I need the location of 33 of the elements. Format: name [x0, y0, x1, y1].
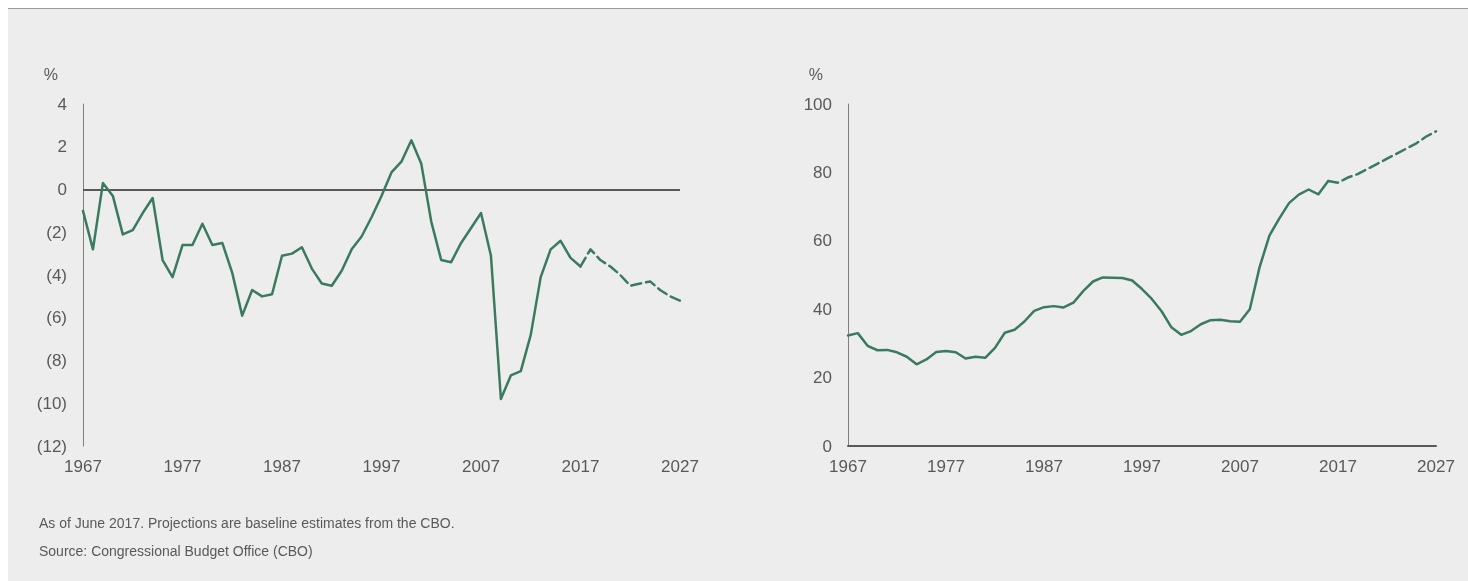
x-tick-label: 1977	[927, 457, 965, 476]
x-tick-label: 1967	[64, 457, 102, 476]
x-tick-label: 2017	[561, 457, 600, 476]
y-tick-label: 100	[803, 94, 832, 114]
y-tick-label: 60	[813, 231, 832, 251]
x-tick-label: 1997	[1123, 457, 1161, 476]
y-tick-label: 4	[57, 94, 67, 114]
text: As of June 2017. Projections are baseline estimates from the CBO.	[39, 514, 455, 533]
y-tick-label: (12)	[36, 436, 67, 456]
x-tick-label: 2027	[661, 457, 699, 476]
y-tick-label: (6)	[46, 308, 67, 328]
y-tick-label: 2	[57, 137, 67, 157]
x-tick-label: 1987	[1025, 457, 1063, 476]
y-tick-label: 0	[57, 180, 67, 199]
x-tick-label: 1987	[263, 457, 301, 476]
x-tick-label: 1997	[362, 457, 401, 476]
x-tick-label: 1977	[163, 457, 202, 476]
x-tick-label: 1967	[829, 457, 867, 476]
x-tick-label: 2017	[1319, 457, 1357, 476]
y-tick-label: (8)	[46, 351, 67, 370]
y-tick-label: 80	[813, 162, 832, 182]
x-tick-label: 2027	[1417, 457, 1455, 476]
y-tick-label: 20	[813, 368, 832, 388]
y-tick-label: (10)	[36, 393, 67, 413]
x-tick-label: 2007	[1221, 457, 1259, 476]
x-tick-label: 2007	[462, 457, 500, 476]
y-tick-label: (4)	[46, 265, 67, 285]
y-axis-title: %	[43, 65, 58, 83]
y-axis-title: %	[808, 65, 823, 83]
source-note: Source: Congressional Budget Office (CBO)	[39, 542, 314, 561]
y-tick-label: (2)	[46, 222, 67, 242]
y-tick-label: 0	[822, 436, 832, 456]
y-tick-label: 40	[813, 299, 832, 319]
